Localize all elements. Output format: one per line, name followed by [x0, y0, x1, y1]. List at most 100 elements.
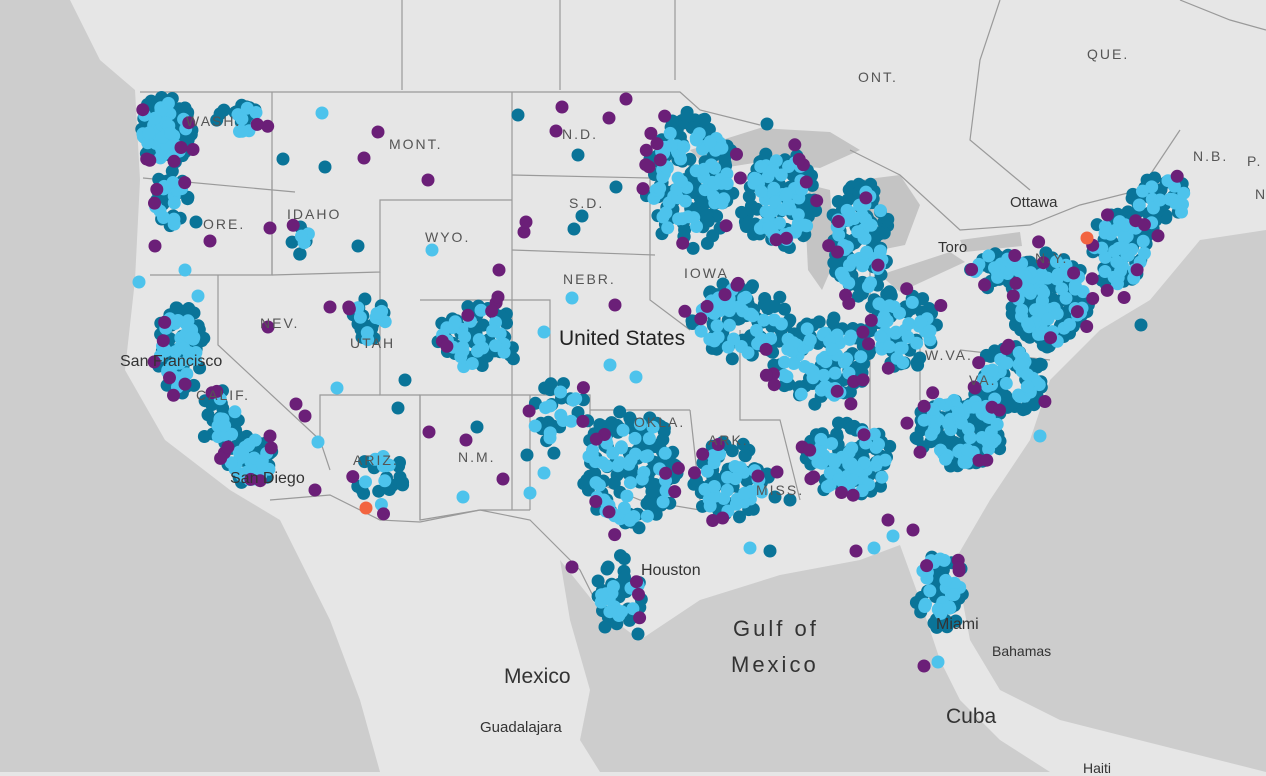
location-marker[interactable]	[857, 456, 871, 470]
location-marker[interactable]	[1117, 230, 1131, 244]
location-marker[interactable]	[792, 152, 806, 166]
location-marker[interactable]	[1012, 358, 1026, 372]
location-marker[interactable]	[1110, 255, 1124, 269]
location-marker[interactable]	[263, 429, 277, 443]
location-marker[interactable]	[537, 466, 551, 480]
location-marker[interactable]	[881, 513, 895, 527]
location-marker[interactable]	[286, 218, 300, 232]
location-marker[interactable]	[639, 450, 653, 463]
location-marker[interactable]	[803, 333, 817, 347]
location-marker[interactable]	[564, 414, 578, 428]
location-marker[interactable]	[617, 552, 631, 566]
location-marker[interactable]	[1021, 368, 1034, 382]
location-marker[interactable]	[860, 245, 874, 259]
location-marker[interactable]	[646, 420, 660, 434]
location-marker[interactable]	[972, 356, 986, 370]
location-marker[interactable]	[506, 352, 520, 366]
location-marker[interactable]	[613, 456, 627, 470]
location-marker[interactable]	[694, 324, 708, 338]
location-marker[interactable]	[893, 306, 906, 320]
location-marker[interactable]	[1033, 429, 1047, 443]
location-marker[interactable]	[370, 307, 384, 320]
location-marker[interactable]	[543, 383, 557, 397]
location-marker[interactable]	[465, 357, 479, 370]
location-marker[interactable]	[1037, 286, 1051, 300]
location-marker[interactable]	[658, 109, 672, 123]
location-marker[interactable]	[184, 331, 198, 345]
location-marker[interactable]	[589, 495, 603, 508]
location-marker[interactable]	[861, 280, 875, 293]
location-marker[interactable]	[947, 588, 961, 602]
location-marker[interactable]	[351, 239, 365, 253]
location-marker[interactable]	[822, 239, 836, 253]
location-marker[interactable]	[778, 302, 791, 316]
location-marker[interactable]	[619, 92, 633, 106]
location-marker[interactable]	[628, 431, 642, 445]
location-marker[interactable]	[1163, 192, 1177, 206]
location-marker[interactable]	[678, 304, 692, 318]
location-marker[interactable]	[1055, 282, 1069, 296]
location-marker[interactable]	[601, 560, 615, 574]
location-marker[interactable]	[1035, 268, 1049, 281]
location-marker[interactable]	[697, 162, 711, 176]
location-marker[interactable]	[804, 472, 818, 486]
location-marker[interactable]	[391, 401, 405, 415]
location-marker[interactable]	[644, 126, 658, 140]
location-marker[interactable]	[773, 216, 786, 230]
location-marker[interactable]	[675, 175, 688, 188]
location-marker[interactable]	[575, 209, 589, 223]
location-marker[interactable]	[803, 443, 817, 457]
location-marker[interactable]	[910, 356, 924, 369]
location-marker[interactable]	[1153, 193, 1167, 207]
location-marker[interactable]	[315, 106, 329, 120]
location-marker[interactable]	[1132, 198, 1146, 212]
location-marker[interactable]	[522, 404, 536, 418]
location-marker[interactable]	[926, 386, 940, 400]
location-marker[interactable]	[276, 152, 290, 166]
location-marker[interactable]	[864, 313, 878, 327]
location-marker[interactable]	[874, 204, 887, 218]
location-marker[interactable]	[186, 143, 200, 156]
location-marker[interactable]	[511, 108, 525, 122]
location-marker[interactable]	[1002, 338, 1015, 352]
location-marker[interactable]	[725, 444, 739, 458]
location-marker[interactable]	[798, 218, 812, 232]
location-marker[interactable]	[523, 486, 537, 500]
location-marker[interactable]	[700, 299, 714, 313]
location-marker[interactable]	[298, 409, 312, 423]
location-marker[interactable]	[960, 443, 974, 457]
location-marker[interactable]	[882, 340, 896, 354]
location-marker[interactable]	[635, 472, 649, 486]
location-marker[interactable]	[378, 315, 392, 329]
location-marker[interactable]	[571, 148, 585, 162]
location-marker[interactable]	[461, 308, 475, 322]
location-marker[interactable]	[148, 111, 162, 125]
location-marker[interactable]	[714, 141, 728, 155]
location-marker[interactable]	[592, 478, 606, 492]
location-marker[interactable]	[255, 458, 269, 472]
location-marker[interactable]	[197, 430, 211, 443]
location-marker[interactable]	[458, 330, 472, 344]
location-marker[interactable]	[657, 421, 671, 435]
location-marker[interactable]	[661, 221, 675, 235]
location-marker[interactable]	[851, 225, 865, 239]
location-marker[interactable]	[618, 570, 631, 584]
location-marker[interactable]	[496, 472, 510, 486]
location-marker[interactable]	[171, 314, 185, 327]
location-marker[interactable]	[150, 182, 164, 196]
location-marker[interactable]	[942, 417, 955, 431]
location-marker[interactable]	[741, 346, 755, 360]
location-marker[interactable]	[554, 385, 567, 399]
location-marker[interactable]	[836, 269, 850, 283]
location-marker[interactable]	[1067, 266, 1081, 280]
location-marker[interactable]	[880, 314, 894, 328]
location-marker[interactable]	[357, 486, 371, 500]
location-marker[interactable]	[856, 325, 870, 339]
location-marker[interactable]	[659, 206, 673, 220]
location-marker[interactable]	[710, 331, 724, 345]
location-marker[interactable]	[1008, 249, 1022, 262]
location-marker[interactable]	[862, 337, 875, 351]
location-marker[interactable]	[658, 446, 672, 460]
location-marker[interactable]	[178, 101, 192, 115]
location-marker[interactable]	[917, 399, 931, 413]
